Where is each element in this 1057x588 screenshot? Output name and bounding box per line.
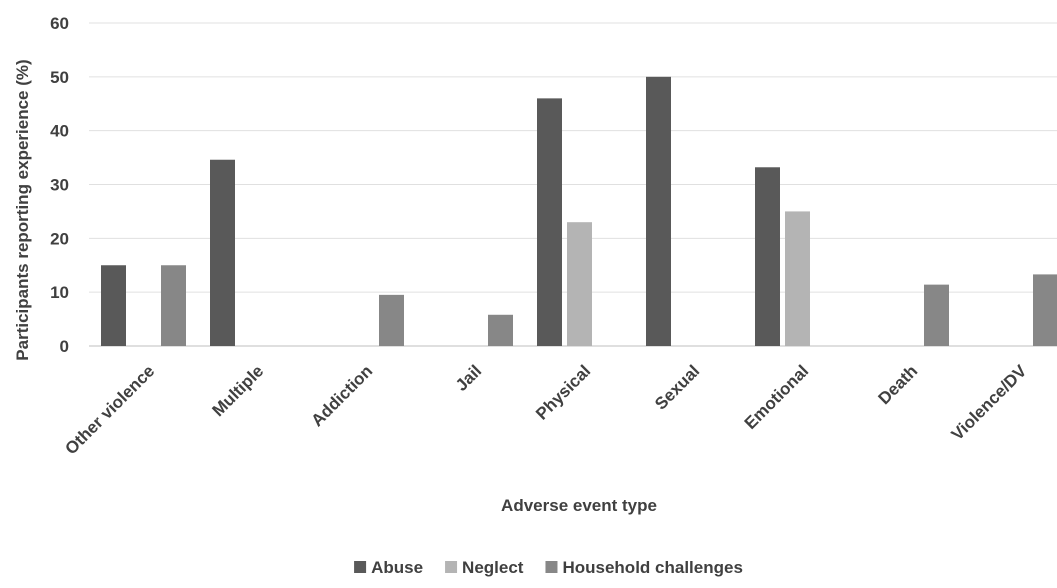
- legend-label: Household challenges: [562, 558, 742, 577]
- legend-item: Neglect: [445, 558, 524, 577]
- x-tick-label: Death: [874, 361, 921, 408]
- legend-item: Household challenges: [545, 558, 743, 577]
- x-axis-ticks: Other violence Multiple Addiction Jail Physi…: [61, 361, 1030, 458]
- legend-swatch: [545, 561, 558, 573]
- bar-abuse-other-violence: [101, 265, 126, 346]
- bar-household-challenges-jail: [488, 314, 513, 346]
- x-tick-label: Physical: [532, 361, 594, 423]
- bar-abuse-sexual: [646, 76, 671, 346]
- y-tick-label: 30: [50, 176, 69, 195]
- legend-swatch: [354, 561, 367, 573]
- legend-swatch: [445, 561, 458, 573]
- x-tick-label: Violence/DV: [948, 361, 1031, 444]
- bar-neglect-emotional: [785, 211, 810, 346]
- y-tick-label: 60: [50, 14, 69, 33]
- x-tick-label: Emotional: [741, 361, 813, 433]
- x-tick-label: Other violence: [61, 361, 158, 458]
- bar-household-challenges-violence-dv: [1033, 274, 1057, 346]
- legend-item: Abuse: [354, 558, 423, 577]
- bar-household-challenges-addiction: [379, 294, 404, 346]
- bar-household-challenges-other-violence: [161, 265, 186, 346]
- bars: [101, 76, 1057, 346]
- x-tick-label: Jail: [452, 361, 485, 394]
- x-tick-label: Sexual: [651, 361, 703, 413]
- bar-abuse-emotional: [755, 167, 780, 346]
- bar-abuse-multiple: [210, 159, 235, 346]
- y-tick-label: 50: [50, 68, 69, 87]
- legend: Abuse Neglect Household challenges: [354, 558, 743, 577]
- y-tick-label: 20: [50, 229, 69, 248]
- bar-neglect-physical: [567, 222, 592, 346]
- bar-household-challenges-death: [924, 284, 949, 346]
- y-axis-ticks: 0 10 20 30 40 50 60: [50, 14, 69, 356]
- x-tick-label: Addiction: [307, 361, 376, 430]
- y-tick-label: 40: [50, 122, 69, 141]
- bar-abuse-physical: [537, 98, 562, 346]
- x-tick-label: Multiple: [208, 361, 267, 420]
- legend-label: Neglect: [462, 558, 524, 577]
- y-tick-label: 10: [50, 283, 69, 302]
- legend-label: Abuse: [371, 558, 423, 577]
- x-axis-title: Adverse event type: [501, 496, 657, 515]
- y-axis-title: Participants reporting experience (%): [13, 59, 32, 360]
- y-tick-label: 0: [60, 337, 69, 356]
